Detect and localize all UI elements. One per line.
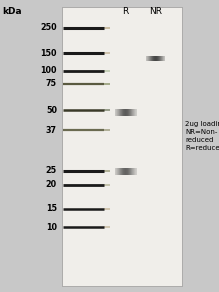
Bar bbox=[123, 168, 124, 175]
Bar bbox=[116, 168, 117, 175]
Bar bbox=[135, 168, 136, 175]
Bar bbox=[130, 109, 131, 116]
Bar bbox=[155, 56, 156, 61]
Text: 250: 250 bbox=[40, 23, 57, 32]
Bar bbox=[123, 109, 124, 116]
Bar bbox=[132, 168, 133, 175]
Bar bbox=[136, 109, 137, 116]
Bar bbox=[157, 56, 158, 61]
Bar bbox=[115, 168, 116, 175]
Bar bbox=[118, 168, 119, 175]
Bar bbox=[128, 109, 129, 116]
Bar bbox=[121, 109, 122, 116]
Bar bbox=[119, 109, 120, 116]
Text: 75: 75 bbox=[46, 79, 57, 88]
Bar bbox=[135, 109, 136, 116]
Bar bbox=[129, 168, 130, 175]
Bar bbox=[118, 109, 119, 116]
Bar bbox=[126, 168, 127, 175]
Bar bbox=[159, 56, 160, 61]
Bar bbox=[132, 109, 133, 116]
Bar bbox=[146, 56, 147, 61]
Bar bbox=[131, 168, 132, 175]
Text: kDa: kDa bbox=[2, 7, 22, 16]
Bar bbox=[127, 168, 128, 175]
Bar bbox=[151, 56, 152, 61]
Bar bbox=[62, 7, 182, 286]
Bar bbox=[156, 56, 157, 61]
Text: 10: 10 bbox=[46, 223, 57, 232]
Text: 25: 25 bbox=[46, 166, 57, 175]
Bar bbox=[121, 168, 122, 175]
Bar bbox=[117, 168, 118, 175]
Bar bbox=[127, 109, 128, 116]
Bar bbox=[117, 109, 118, 116]
Bar bbox=[158, 56, 159, 61]
Text: 100: 100 bbox=[41, 67, 57, 75]
Bar bbox=[129, 109, 130, 116]
Bar bbox=[147, 56, 148, 61]
Bar bbox=[130, 168, 131, 175]
Bar bbox=[124, 109, 125, 116]
Bar bbox=[115, 109, 116, 116]
Bar bbox=[124, 168, 125, 175]
Bar bbox=[152, 56, 153, 61]
Bar bbox=[133, 168, 134, 175]
Bar bbox=[120, 168, 121, 175]
Bar bbox=[119, 168, 120, 175]
Bar bbox=[163, 56, 164, 61]
Bar bbox=[122, 168, 123, 175]
Bar bbox=[149, 56, 150, 61]
Text: 37: 37 bbox=[46, 126, 57, 135]
Bar bbox=[122, 109, 123, 116]
Bar bbox=[153, 56, 154, 61]
Bar bbox=[164, 56, 165, 61]
Bar bbox=[161, 56, 162, 61]
Bar bbox=[148, 56, 149, 61]
Text: 15: 15 bbox=[46, 204, 57, 213]
Bar bbox=[125, 109, 126, 116]
Bar bbox=[133, 109, 134, 116]
Text: 150: 150 bbox=[41, 49, 57, 58]
Text: 20: 20 bbox=[46, 180, 57, 189]
Bar bbox=[134, 109, 135, 116]
Text: NR: NR bbox=[149, 7, 162, 16]
Bar bbox=[126, 109, 127, 116]
Bar bbox=[165, 56, 166, 61]
Bar bbox=[136, 168, 137, 175]
Bar bbox=[120, 109, 121, 116]
Bar bbox=[150, 56, 151, 61]
Text: R: R bbox=[122, 7, 129, 16]
Bar bbox=[128, 168, 129, 175]
Bar bbox=[125, 168, 126, 175]
Text: 2ug loading
NR=Non-
reduced
R=reduced: 2ug loading NR=Non- reduced R=reduced bbox=[185, 121, 219, 151]
Bar bbox=[134, 168, 135, 175]
Text: 50: 50 bbox=[46, 106, 57, 115]
Bar bbox=[131, 109, 132, 116]
Bar bbox=[116, 109, 117, 116]
Bar bbox=[154, 56, 155, 61]
Bar bbox=[160, 56, 161, 61]
Bar bbox=[162, 56, 163, 61]
